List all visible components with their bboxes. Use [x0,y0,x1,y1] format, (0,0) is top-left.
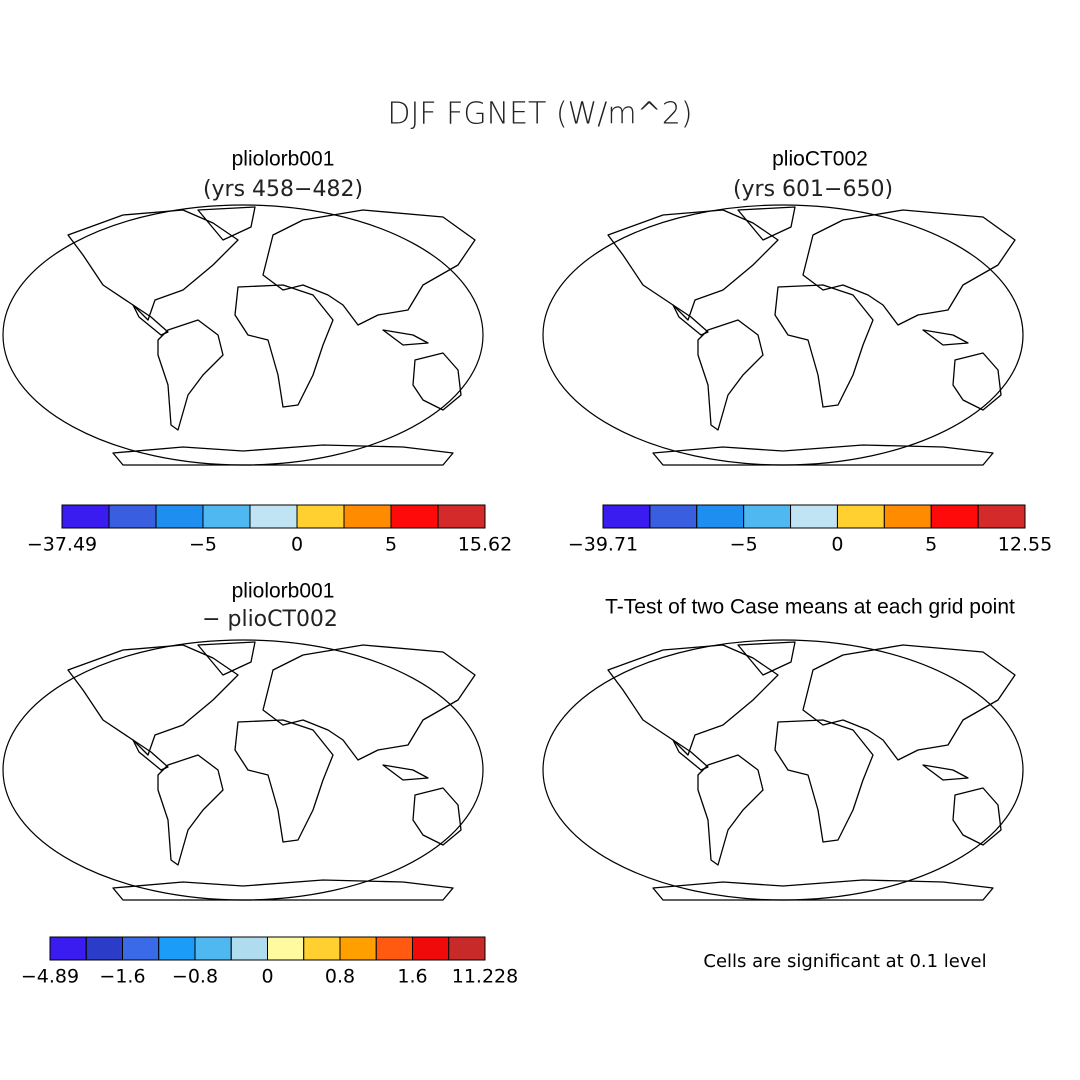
colorbar-swatch [296,504,345,529]
map [2,204,484,466]
colorbar-swatch [412,936,450,961]
colorbar-swatch [202,504,251,529]
colorbar-swatch [49,936,87,961]
colorbar-swatch [194,936,232,961]
panel-title: T-Test of two Case means at each grid po… [605,596,1015,619]
colorbar-label: −0.8 [172,966,218,988]
map [542,639,1024,901]
colorbar-swatch [303,936,341,961]
colorbar-label: −1.6 [99,966,145,988]
colorbar-swatch [155,504,204,529]
panel-subtitle: (yrs 458−482) [203,177,363,202]
panel-title: pliolorb001 [232,148,335,171]
colorbar-swatch [930,504,979,529]
figure-title: DJF FGNET (W/m^2) [387,97,692,132]
colorbar-swatch [790,504,838,529]
colorbar-label: 0.8 [325,966,355,988]
panel-subtitle: − plioCT002 [202,607,338,632]
colorbar-swatch [437,504,486,529]
panel-title: plioCT002 [772,148,868,171]
colorbar-label: −5 [730,534,758,556]
colorbar-swatch [249,504,298,529]
colorbar-swatch [61,504,110,529]
colorbar-swatch [883,504,932,529]
colorbar-label: −4.89 [21,966,79,988]
colorbar-swatch [602,504,651,529]
panel-title: pliolorb001 [232,580,335,603]
colorbar-swatch [448,936,486,961]
colorbar-label: 5 [385,534,397,556]
colorbar-swatch [85,936,123,961]
colorbar-swatch [649,504,698,529]
panel-note: Cells are significant at 0.1 level [703,951,986,972]
colorbar-swatch [339,936,377,961]
colorbar-label: 11.228 [452,966,518,988]
colorbar-swatch [977,504,1026,529]
colorbar-label: −39.71 [568,534,638,556]
colorbar-swatch [696,504,745,529]
map [542,204,1024,466]
colorbar-swatch [390,504,439,529]
colorbar-label: 0 [831,534,843,556]
colorbar-label: 0 [291,534,303,556]
colorbar-label: 0 [261,966,273,988]
colorbar-swatch [743,504,792,529]
colorbar-swatch [122,936,160,961]
colorbar-swatch [836,504,885,529]
colorbar-swatch [343,504,392,529]
colorbar-swatch [158,936,196,961]
colorbar-label: 1.6 [397,966,427,988]
colorbar-swatch [108,504,157,529]
colorbar-swatch [375,936,413,961]
colorbar-label: 12.55 [998,534,1052,556]
colorbar-label: −5 [189,534,217,556]
colorbar-swatch [230,936,268,961]
colorbar-label: 15.62 [458,534,512,556]
map [2,639,484,901]
panel-subtitle: (yrs 601−650) [733,177,893,202]
colorbar-label: −37.49 [27,534,97,556]
colorbar-label: 5 [925,534,937,556]
colorbar-swatch [267,936,305,961]
